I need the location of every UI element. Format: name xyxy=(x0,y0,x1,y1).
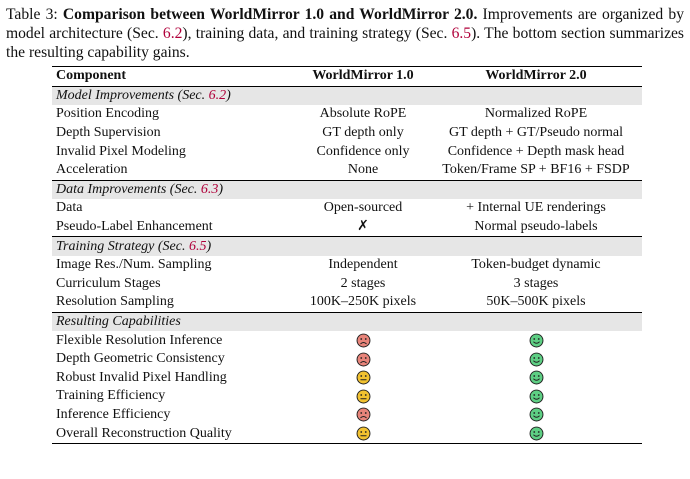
v2-rating-cell xyxy=(430,424,642,444)
table-row: Curriculum Stages 2 stages 3 stages xyxy=(52,275,642,294)
row-component-name: Invalid Pixel Modeling xyxy=(56,143,186,159)
v2-rating-cell xyxy=(430,350,642,369)
neutral-face-icon xyxy=(356,426,370,441)
row-capability-name: Training Efficiency xyxy=(56,388,166,404)
row-component-name: Image Res./Num. Sampling xyxy=(56,257,212,273)
happy-face-icon xyxy=(529,389,543,404)
sad-face-icon xyxy=(356,352,370,367)
happy-face-icon xyxy=(529,426,543,441)
row-v1-value: Open-sourced xyxy=(323,200,403,216)
table-row: Depth Supervision GT depth only GT depth +… xyxy=(52,124,642,143)
row-capability-name: Inference Efficiency xyxy=(56,406,171,422)
table-row: Training Efficiency xyxy=(52,387,642,406)
v2-rating-cell xyxy=(430,331,642,350)
row-capability-name: Robust Invalid Pixel Handling xyxy=(56,369,227,385)
row-v2-value: 50K–500K pixels xyxy=(486,294,586,310)
section-header-row: Data Improvements (Sec. 6.3) xyxy=(52,179,642,200)
v2-rating-cell xyxy=(430,387,642,406)
neutral-face-icon xyxy=(356,389,370,404)
row-v2-value: Token/Frame SP + BF16 + FSDP xyxy=(442,162,630,178)
row-v1-value: Independent xyxy=(328,257,398,273)
row-v2-value: Confidence + Depth mask head xyxy=(447,143,625,159)
row-component-name: Depth Supervision xyxy=(56,125,161,141)
neutral-face-icon xyxy=(356,370,370,385)
v1-rating-cell xyxy=(296,331,430,350)
row-v2-value: Normal pseudo-labels xyxy=(474,219,598,235)
row-v1-value: 100K–250K pixels xyxy=(309,294,417,310)
row-component-name: Position Encoding xyxy=(56,106,160,122)
row-component-name: Curriculum Stages xyxy=(56,275,161,291)
v1-rating-cell xyxy=(296,424,430,444)
table-row: Depth Geometric Consistency xyxy=(52,350,642,369)
row-v2-value: 3 stages xyxy=(513,275,559,291)
section-title: Resulting Capabilities xyxy=(52,311,642,332)
caption-title: Comparison between WorldMirror 1.0 and W… xyxy=(62,6,478,23)
sad-face-icon xyxy=(356,333,370,348)
row-v1-value: None xyxy=(347,162,379,178)
v1-rating-cell xyxy=(296,406,430,425)
row-v2-value: GT depth + GT/Pseudo normal xyxy=(448,125,624,141)
happy-face-icon xyxy=(529,352,543,367)
row-v1-value: ✗ xyxy=(357,219,369,235)
table-row: Overall Reconstruction Quality xyxy=(52,424,642,444)
section-ref-link[interactable]: 6.5 xyxy=(189,238,207,254)
table-row: Inference Efficiency xyxy=(52,406,642,425)
caption-label: Table 3: xyxy=(6,6,58,23)
happy-face-icon xyxy=(529,333,543,348)
table-row: Pseudo-Label Enhancement ✗ Normal pseudo-l… xyxy=(52,218,642,237)
section-header-row: Model Improvements (Sec. 6.2) xyxy=(52,86,642,106)
v1-rating-cell xyxy=(296,350,430,369)
row-v1-value: Absolute RoPE xyxy=(319,106,407,122)
row-v2-value: Normalized RoPE xyxy=(484,106,588,122)
section-title: Data Improvements (Sec. 6.3) xyxy=(52,179,642,200)
row-capability-name: Overall Reconstruction Quality xyxy=(52,424,296,444)
row-component-name: Resolution Sampling xyxy=(56,294,174,310)
row-v2-value: + Internal UE renderings xyxy=(466,200,606,216)
table-row: Robust Invalid Pixel Handling xyxy=(52,369,642,388)
row-component-name: Data xyxy=(56,200,83,216)
header-v2: WorldMirror 2.0 xyxy=(430,66,642,87)
v1-rating-cell xyxy=(296,369,430,388)
row-component-name: Acceleration xyxy=(56,162,128,178)
happy-face-icon xyxy=(529,408,543,422)
table-row: Acceleration None Token/Frame SP + BF16 + … xyxy=(52,161,642,180)
row-v1-value: 2 stages xyxy=(340,275,386,291)
row-component-name: Pseudo-Label Enhancement xyxy=(56,219,213,235)
row-v1-value: GT depth only xyxy=(322,125,404,141)
row-v1-value: Confidence only xyxy=(316,143,410,159)
section-ref-link[interactable]: 6.2 xyxy=(208,87,227,103)
table-row: Flexible Resolution Inference xyxy=(52,331,642,350)
section-header-row: Training Strategy (Sec. 6.5) xyxy=(52,236,642,256)
row-v2-value: Token-budget dynamic xyxy=(471,257,601,273)
row-capability-name: Flexible Resolution Inference xyxy=(56,332,223,348)
header-component: Component xyxy=(52,66,296,87)
table-row: Resolution Sampling 100K–250K pixels 50K–5… xyxy=(52,293,642,312)
table-body: Model Improvements (Sec. 6.2) Position En… xyxy=(52,86,642,444)
v2-rating-cell xyxy=(430,369,642,388)
comparison-table: Component WorldMirror 1.0 WorldMirror 2.… xyxy=(52,66,642,444)
section-ref-link[interactable]: 6.3 xyxy=(200,181,219,197)
table-caption: Table 3: Comparison between WorldMirror … xyxy=(6,6,685,61)
happy-face-icon xyxy=(529,370,543,385)
section-title: Model Improvements (Sec. 6.2) xyxy=(52,86,642,106)
section-ref-link[interactable]: 6.2 xyxy=(162,25,183,42)
table-header-row: Component WorldMirror 1.0 WorldMirror 2.… xyxy=(52,66,642,87)
section-ref-link[interactable]: 6.5 xyxy=(451,25,472,42)
table-row: Invalid Pixel Modeling Confidence only Con… xyxy=(52,142,642,161)
table-row: Position Encoding Absolute RoPE Normalized… xyxy=(52,105,642,124)
row-capability-name: Depth Geometric Consistency xyxy=(56,351,225,367)
section-title: Training Strategy (Sec. 6.5) xyxy=(52,236,642,256)
table-row: Data Open-sourced + Internal UE renderings xyxy=(52,199,642,218)
table-row: Image Res./Num. Sampling Independent Token… xyxy=(52,256,642,275)
header-v1: WorldMirror 1.0 xyxy=(296,66,430,87)
sad-face-icon xyxy=(356,408,370,422)
v2-rating-cell xyxy=(430,406,642,425)
section-header-row: Resulting Capabilities xyxy=(52,311,642,332)
v1-rating-cell xyxy=(296,387,430,406)
